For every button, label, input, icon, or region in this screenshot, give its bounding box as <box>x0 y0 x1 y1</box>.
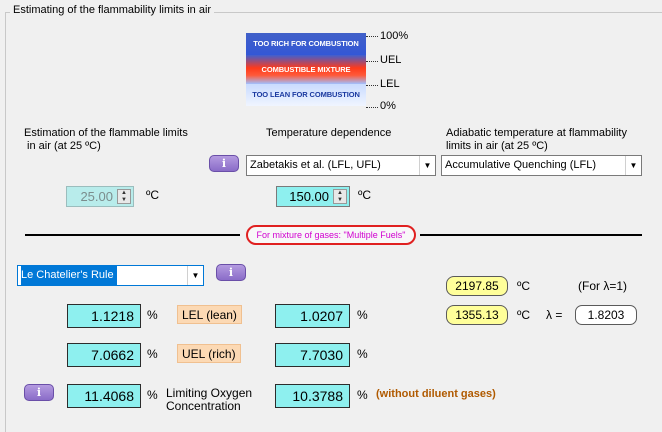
adiabatic-method-select[interactable]: Accumulative Quenching (LFL) ▼ <box>441 155 642 176</box>
divider-right <box>420 234 642 236</box>
loc-label: Limiting Oxygen Concentration <box>166 386 253 413</box>
diagram-label-100: 100% <box>380 30 409 42</box>
uel-base-value: 7.0662 <box>67 343 141 367</box>
adiabatic-temp-lfl-unit: ºC <box>517 308 531 322</box>
lel-base-value: 1.1218 <box>67 304 141 328</box>
lel-base-unit: % <box>147 308 158 322</box>
flammability-groupbox <box>5 12 662 432</box>
estimation-heading: Estimation of the flammable limits in ai… <box>24 127 188 152</box>
lambda1-note: (For λ=1) <box>578 279 628 293</box>
mixing-rule-value: Le Chatelier's Rule <box>21 266 117 285</box>
diagram-tick-lel <box>366 85 378 86</box>
adiabatic-temp-lambda1-unit: ºC <box>517 279 531 293</box>
updown-arrows-icon[interactable]: ▲ ▼ <box>333 189 347 204</box>
diagram-tick-100 <box>366 36 378 37</box>
updown-arrows-icon: ▲ ▼ <box>117 189 131 204</box>
loc-info-icon[interactable]: i <box>24 384 54 401</box>
group-title: Estimating of the flammability limits in… <box>10 4 215 16</box>
target-temperature-unit: ºC <box>358 188 372 202</box>
uel-label: UEL (rich) <box>177 344 241 363</box>
lambda-label: λ = <box>546 308 563 322</box>
diagram-label-uel: UEL <box>380 54 402 66</box>
chevron-down-icon[interactable]: ▼ <box>625 156 641 175</box>
adiabatic-heading: Adiabatic temperature at flammability li… <box>446 127 627 152</box>
target-temperature-value: 150.00 <box>289 189 329 204</box>
target-temperature-spinner[interactable]: 150.00 ▲ ▼ <box>276 186 350 207</box>
multiple-fuels-note: For mixture of gases: "Multiple Fuels" <box>246 225 416 245</box>
divider-left <box>25 234 240 236</box>
diagram-label-lel: LEL <box>380 78 400 90</box>
base-temperature-spinner: 25.00 ▲ ▼ <box>66 186 134 207</box>
lel-label: LEL (lean) <box>177 305 242 324</box>
mixing-rule-select[interactable]: Le Chatelier's Rule ▼ <box>17 265 204 286</box>
lel-temp-unit: % <box>357 308 368 322</box>
adiabatic-method-value: Accumulative Quenching (LFL) <box>445 159 597 171</box>
loc-note: (without diluent gases) <box>376 388 496 400</box>
band-too-rich: TOO RICH FOR COMBUSTION <box>246 33 366 55</box>
base-temperature-unit: ºC <box>146 188 160 202</box>
uel-base-unit: % <box>147 347 158 361</box>
diagram-label-0: 0% <box>380 100 396 112</box>
lambda-value: 1.8203 <box>575 305 637 325</box>
adiabatic-temp-lfl: 1355.13 <box>446 305 508 325</box>
temperature-dependence-info-icon[interactable]: i <box>209 155 239 172</box>
loc-base-value: 11.4068 <box>67 384 141 408</box>
uel-temp-unit: % <box>357 347 368 361</box>
lel-temp-value: 1.0207 <box>275 304 350 328</box>
loc-temp-unit: % <box>357 388 368 402</box>
loc-base-unit: % <box>147 388 158 402</box>
flammability-diagram: TOO RICH FOR COMBUSTION COMBUSTIBLE MIXT… <box>246 27 366 111</box>
diagram-tick-uel <box>366 61 378 62</box>
band-combustible: COMBUSTIBLE MIXTURE <box>246 55 366 84</box>
temperature-dependence-value: Zabetakis et al. (LFL, UFL) <box>250 159 381 171</box>
loc-temp-value: 10.3788 <box>275 384 350 408</box>
base-temperature-value: 25.00 <box>80 189 113 204</box>
band-too-lean: TOO LEAN FOR COMBUSTION <box>246 84 366 106</box>
chevron-down-icon[interactable]: ▼ <box>187 266 203 285</box>
diagram-tick-0 <box>366 107 378 108</box>
chevron-down-icon[interactable]: ▼ <box>419 156 435 175</box>
uel-temp-value: 7.7030 <box>275 343 350 367</box>
temperature-dependence-select[interactable]: Zabetakis et al. (LFL, UFL) ▼ <box>246 155 436 176</box>
temperature-dependence-heading: Temperature dependence <box>266 127 392 139</box>
adiabatic-temp-lambda1: 2197.85 <box>446 276 508 296</box>
mixing-rule-info-icon[interactable]: i <box>216 264 246 281</box>
